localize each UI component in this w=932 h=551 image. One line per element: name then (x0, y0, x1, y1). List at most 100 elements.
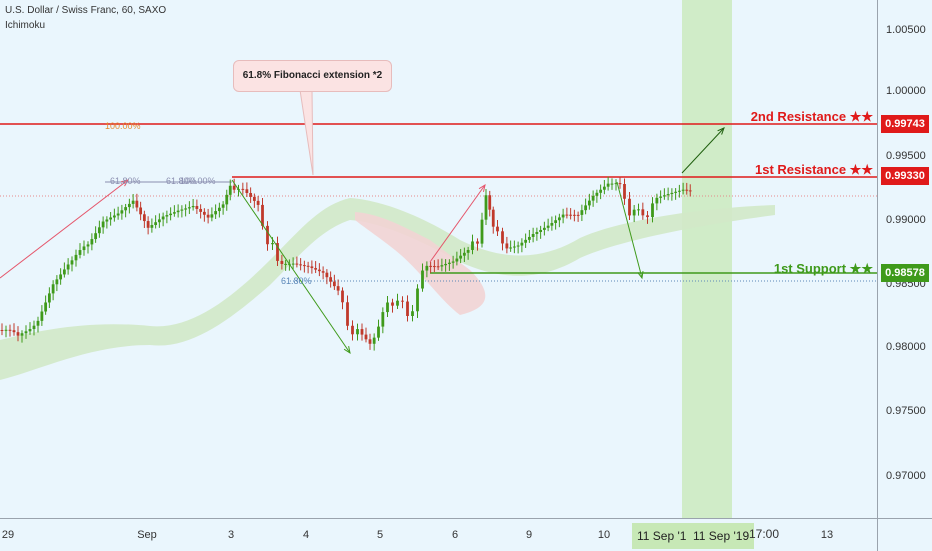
symbol-title: U.S. Dollar / Swiss Franc, 60, SAXO (5, 5, 167, 16)
candle-body (206, 214, 210, 218)
candle-body (109, 217, 113, 220)
candle-body (321, 271, 325, 273)
indicator-name: Ichimoku (5, 20, 46, 31)
candle-body (139, 207, 143, 215)
candle-body (51, 284, 55, 294)
candle-body (618, 183, 622, 185)
candle-body (20, 333, 24, 336)
candle-body (531, 233, 535, 237)
candle-body (221, 204, 225, 208)
candle-body (688, 190, 692, 192)
candle-body (202, 211, 206, 215)
projection-arrow-up-2-head (478, 183, 486, 192)
candle-body (8, 329, 12, 331)
price-tick: 0.97500 (886, 405, 926, 417)
candle-body (127, 203, 131, 208)
candle-body (291, 263, 295, 265)
candle-body (595, 192, 599, 196)
candle-body (116, 213, 120, 216)
candle-body (256, 200, 260, 205)
candle-body (187, 207, 191, 209)
price-tick: 0.99500 (886, 150, 926, 162)
callout-pointer (299, 89, 314, 176)
candle-body (401, 300, 404, 302)
candle-body (314, 268, 318, 270)
price-chart[interactable] (0, 0, 877, 518)
candle-body (90, 239, 94, 245)
price-tick: 0.98000 (886, 341, 926, 353)
fib-label-618-low: 61.80% (281, 276, 312, 286)
time-axis[interactable]: 29 Sep 3 4 5 6 9 10 13 11 Sep '1 11 Sep … (0, 518, 877, 551)
candle-body (599, 189, 603, 193)
candle-body (509, 247, 513, 249)
candle-body (306, 265, 310, 267)
candle-body (451, 261, 455, 263)
candle-body (142, 214, 146, 222)
candle-body (584, 205, 588, 211)
candle-body (329, 277, 333, 282)
fib-label-100: 100.00% (105, 121, 141, 131)
candle-body (512, 246, 516, 248)
candle-body (36, 320, 40, 326)
candle-body (651, 203, 654, 218)
candle-body (120, 210, 124, 214)
candle-body (184, 208, 188, 210)
candle-body (565, 214, 569, 216)
candle-body (406, 301, 409, 316)
candle-body (447, 262, 451, 264)
support-1-label: 1st Support ★★ (773, 261, 873, 276)
time-tick: 5 (376, 529, 384, 541)
candle-body (112, 215, 116, 218)
candle-body (341, 290, 344, 303)
candle-body (302, 265, 306, 267)
candle-body (176, 210, 180, 213)
candle-body (180, 209, 184, 211)
time-tick: 4 (302, 529, 310, 541)
price-axis[interactable]: 1.00500 1.00000 0.99500 0.99000 0.98500 … (877, 0, 932, 518)
time-tick: 29 (1, 529, 15, 541)
candle-body (416, 288, 419, 312)
time-tick: 13 (820, 529, 834, 541)
candle-body (131, 200, 135, 204)
projection-arrow-target-head (717, 127, 725, 135)
candle-body (86, 244, 90, 247)
candle-body (332, 281, 336, 287)
candle-body (336, 286, 340, 291)
candle-body (471, 241, 474, 250)
candle-body (195, 205, 199, 209)
candle-body (74, 254, 78, 261)
candle-body (59, 274, 63, 280)
candle-body (520, 242, 524, 246)
projection-arrow-up-2 (429, 184, 486, 263)
candle-body (154, 222, 158, 226)
candle-body (299, 264, 303, 266)
candle-body (276, 243, 279, 261)
candle-body (124, 207, 128, 211)
candle-body (228, 185, 232, 195)
candle-body (484, 195, 488, 220)
candle-body (47, 293, 51, 303)
fibonacci-callout[interactable]: 61.8% Fibonacci extension *2 (233, 60, 392, 92)
candle-body (225, 194, 229, 205)
candle-body (172, 212, 176, 214)
candle-body (346, 302, 349, 326)
fib-label-618-left: 61.80% (110, 176, 141, 186)
candle-body (70, 260, 74, 265)
price-tick: 0.99000 (886, 214, 926, 226)
candle-body (105, 219, 109, 222)
candle-body (146, 221, 150, 228)
chart-area[interactable]: U.S. Dollar / Swiss Franc, 60, SAXO Ichi… (0, 0, 877, 518)
candle-body (199, 208, 203, 212)
candle-body (554, 220, 558, 223)
candle-body (150, 225, 154, 228)
candle-body (101, 221, 105, 228)
support-1-price-badge: 0.98578 (881, 264, 929, 282)
time-range-band (682, 0, 732, 518)
candle-body (425, 265, 429, 271)
candle-body (386, 302, 389, 313)
candle-body (476, 241, 479, 244)
candle-body (28, 329, 32, 332)
candle-body (641, 209, 645, 216)
candle-body (356, 329, 359, 335)
projection-arrow-down-1 (231, 179, 351, 354)
